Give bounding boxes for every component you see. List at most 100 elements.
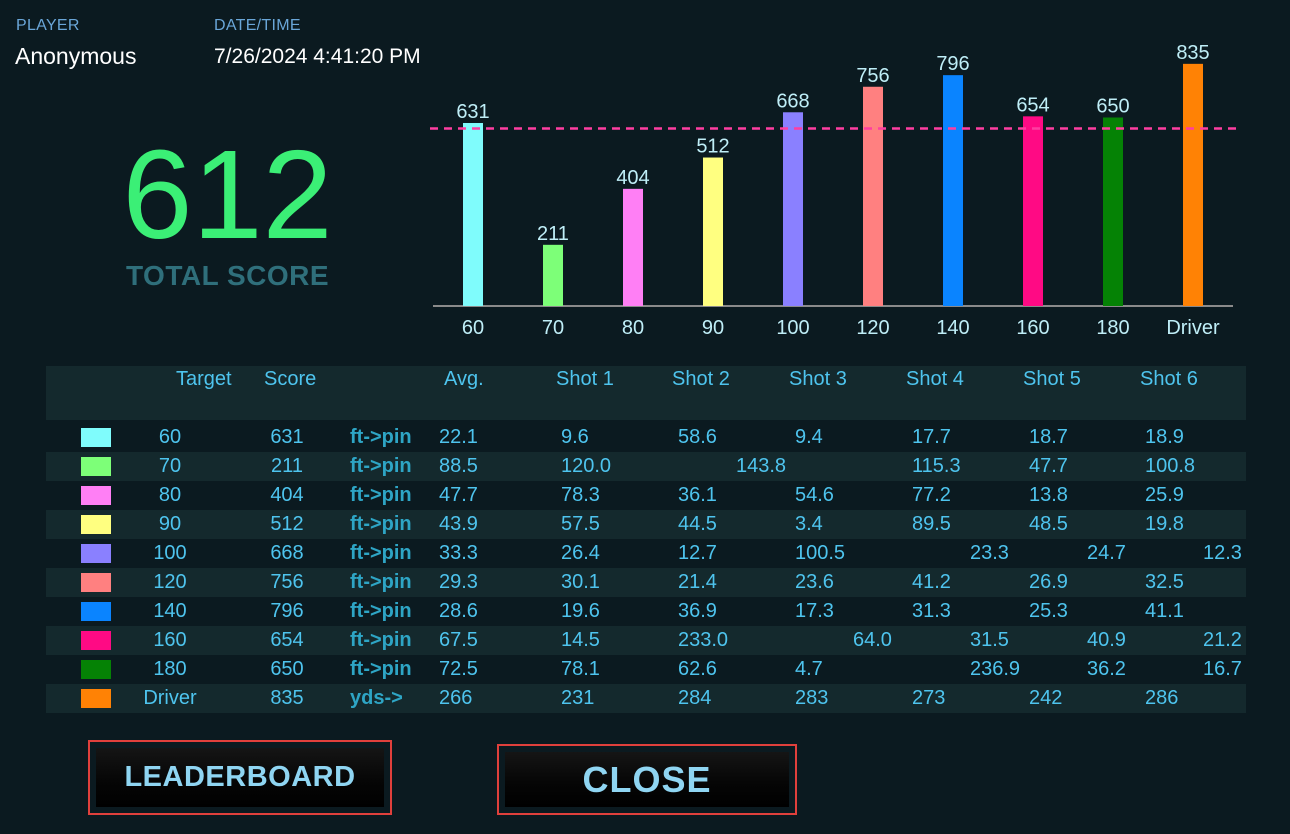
cell-shot-6: 41.1 xyxy=(1145,600,1184,622)
cell-shot-4: 31.3 xyxy=(912,600,951,622)
cell-unit: ft->pin xyxy=(350,571,412,593)
color-swatch xyxy=(81,602,111,621)
x-tick-label: Driver xyxy=(1166,317,1220,339)
cell-shot-6: 16.7 xyxy=(1203,658,1242,680)
bar-140 xyxy=(943,75,963,306)
cell-shot-3: 17.3 xyxy=(795,600,834,622)
cell-unit: ft->pin xyxy=(350,629,412,651)
cell-avg: 33.3 xyxy=(439,542,478,564)
table-header: Target Score Avg. Shot 1 Shot 2 Shot 3 Shot 4 S… xyxy=(46,366,1246,420)
cell-shot-1: 78.3 xyxy=(561,484,600,506)
cell-shot-2: 36.1 xyxy=(678,484,717,506)
cell-target: 120 xyxy=(153,571,187,593)
cell-shot-3: 9.4 xyxy=(795,426,823,448)
x-tick-label: 60 xyxy=(462,317,484,339)
cell-shot-1: 78.1 xyxy=(561,658,600,680)
table-row: Driver 835 yds-> 266 231 284 283 273 242 286 xyxy=(46,684,1246,713)
leaderboard-button[interactable]: LEADERBOARD xyxy=(96,748,384,807)
table-row: 70 211 ft->pin 88.5 120.0 143.8 115.3 47.7 100.8 xyxy=(46,452,1246,481)
header-target: Target xyxy=(176,368,232,390)
header-shot5: Shot 5 xyxy=(1023,368,1081,390)
cell-unit: ft->pin xyxy=(350,484,412,506)
cell-shot-3: 283 xyxy=(795,687,829,709)
color-swatch xyxy=(81,486,111,505)
cell-shot-6: 25.9 xyxy=(1145,484,1184,506)
cell-shot-5: 48.5 xyxy=(1029,513,1068,535)
cell-target: 140 xyxy=(153,600,187,622)
cell-shot-5: 36.2 xyxy=(1087,658,1126,680)
table-row: 180 650 ft->pin 72.5 78.1 62.6 4.7 236.9 36.2 16.… xyxy=(46,655,1246,684)
cell-unit: ft->pin xyxy=(350,513,412,535)
cell-shot-1: 57.5 xyxy=(561,513,600,535)
total-score-value: 612 xyxy=(122,124,333,265)
cell-shot-2: 233.0 xyxy=(678,629,729,651)
bar-70 xyxy=(543,244,563,306)
cell-avg: 22.1 xyxy=(439,426,478,448)
color-swatch xyxy=(81,573,111,592)
cell-shot-4: 41.2 xyxy=(912,571,951,593)
x-tick-label: 120 xyxy=(856,317,889,339)
table-row: 100 668 ft->pin 33.3 26.4 12.7 100.5 23.3 24.7 12… xyxy=(46,539,1246,568)
cell-shot-2: 284 xyxy=(678,687,712,709)
cell-score: 631 xyxy=(270,426,304,448)
player-label: PLAYER xyxy=(16,17,80,34)
bar-value-label: 512 xyxy=(696,136,729,158)
cell-shot-1: 14.5 xyxy=(561,629,600,651)
cell-avg: 266 xyxy=(439,687,473,709)
cell-shot-1: 120.0 xyxy=(561,455,612,477)
cell-shot-6: 19.8 xyxy=(1145,513,1184,535)
cell-shot-4: 89.5 xyxy=(912,513,951,535)
cell-unit: ft->pin xyxy=(350,542,412,564)
total-score-label: TOTAL SCORE xyxy=(125,260,330,291)
cell-avg: 29.3 xyxy=(439,571,478,593)
bar-180 xyxy=(1103,117,1123,306)
cell-shot-3: 4.7 xyxy=(795,658,823,680)
cell-score: 796 xyxy=(270,600,304,622)
color-swatch xyxy=(81,457,111,476)
cell-target: 160 xyxy=(153,629,187,651)
cell-shot-3: 3.4 xyxy=(795,513,823,535)
bar-value-label: 668 xyxy=(776,90,809,112)
cell-avg: 47.7 xyxy=(439,484,478,506)
datetime-label: DATE/TIME xyxy=(214,17,301,34)
table-row: 160 654 ft->pin 67.5 14.5 233.0 64.0 31.5 40.9 21… xyxy=(46,626,1246,655)
cell-shot-1: 26.4 xyxy=(561,542,600,564)
color-swatch xyxy=(81,544,111,563)
bar-value-label: 835 xyxy=(1176,42,1209,64)
bar-90 xyxy=(703,157,723,306)
bar-value-label: 211 xyxy=(537,223,569,245)
x-tick-label: 80 xyxy=(622,317,644,339)
bar-160 xyxy=(1023,116,1043,306)
cell-shot-6: 21.2 xyxy=(1203,629,1242,651)
header-shot1: Shot 1 xyxy=(556,368,614,390)
cell-shot-2: 58.6 xyxy=(678,426,717,448)
results-table: Target Score Avg. Shot 1 Shot 2 Shot 3 Shot 4 S… xyxy=(46,366,1246,713)
cell-shot-3: 54.6 xyxy=(795,484,834,506)
cell-avg: 43.9 xyxy=(439,513,478,535)
cell-shot-5: 242 xyxy=(1029,687,1063,709)
cell-shot-6: 32.5 xyxy=(1145,571,1184,593)
close-button[interactable]: CLOSE xyxy=(505,752,789,807)
cell-shot-2: 12.7 xyxy=(678,542,717,564)
cell-shot-2: 21.4 xyxy=(678,571,717,593)
x-tick-label: 90 xyxy=(702,317,724,339)
color-swatch xyxy=(81,660,111,679)
cell-target: 100 xyxy=(153,542,187,564)
cell-shot-3: 100.5 xyxy=(795,542,846,564)
cell-score: 404 xyxy=(270,484,304,506)
header-shot6: Shot 6 xyxy=(1140,368,1198,390)
cell-shot-1: 9.6 xyxy=(561,426,589,448)
cell-avg: 28.6 xyxy=(439,600,478,622)
cell-shot-3: 64.0 xyxy=(853,629,892,651)
header-score: Score xyxy=(264,368,317,390)
cell-shot-6: 100.8 xyxy=(1145,455,1196,477)
bar-Driver xyxy=(1183,63,1203,306)
cell-shot-3: 23.6 xyxy=(795,571,834,593)
datetime-value: 7/26/2024 4:41:20 PM xyxy=(214,45,421,68)
bar-value-label: 631 xyxy=(456,101,489,123)
cell-shot-5: 47.7 xyxy=(1029,455,1068,477)
cell-unit: yds-> xyxy=(350,687,403,709)
cell-shot-6: 12.3 xyxy=(1203,542,1242,564)
cell-target: 90 xyxy=(158,513,182,535)
x-tick-label: 140 xyxy=(936,317,969,339)
